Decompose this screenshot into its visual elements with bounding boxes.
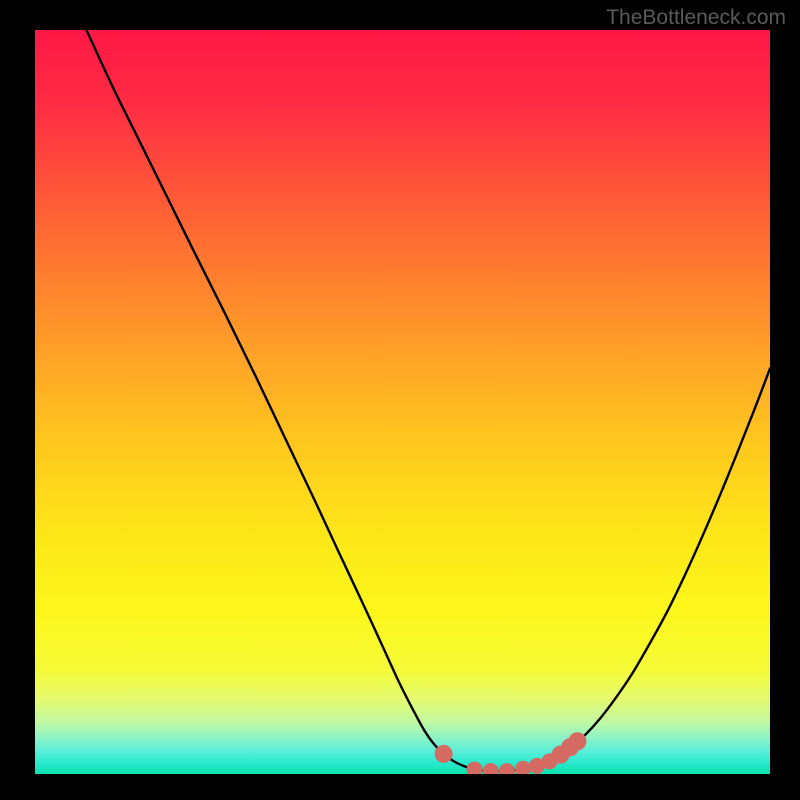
chart-svg (35, 30, 770, 774)
data-marker (516, 761, 531, 774)
data-marker (499, 764, 514, 774)
watermark-text: TheBottleneck.com (606, 6, 786, 30)
chart-background (35, 30, 770, 774)
data-marker (467, 762, 482, 774)
data-marker (435, 745, 452, 762)
data-marker (483, 764, 498, 774)
bottleneck-chart (35, 30, 770, 774)
data-marker (569, 733, 586, 750)
